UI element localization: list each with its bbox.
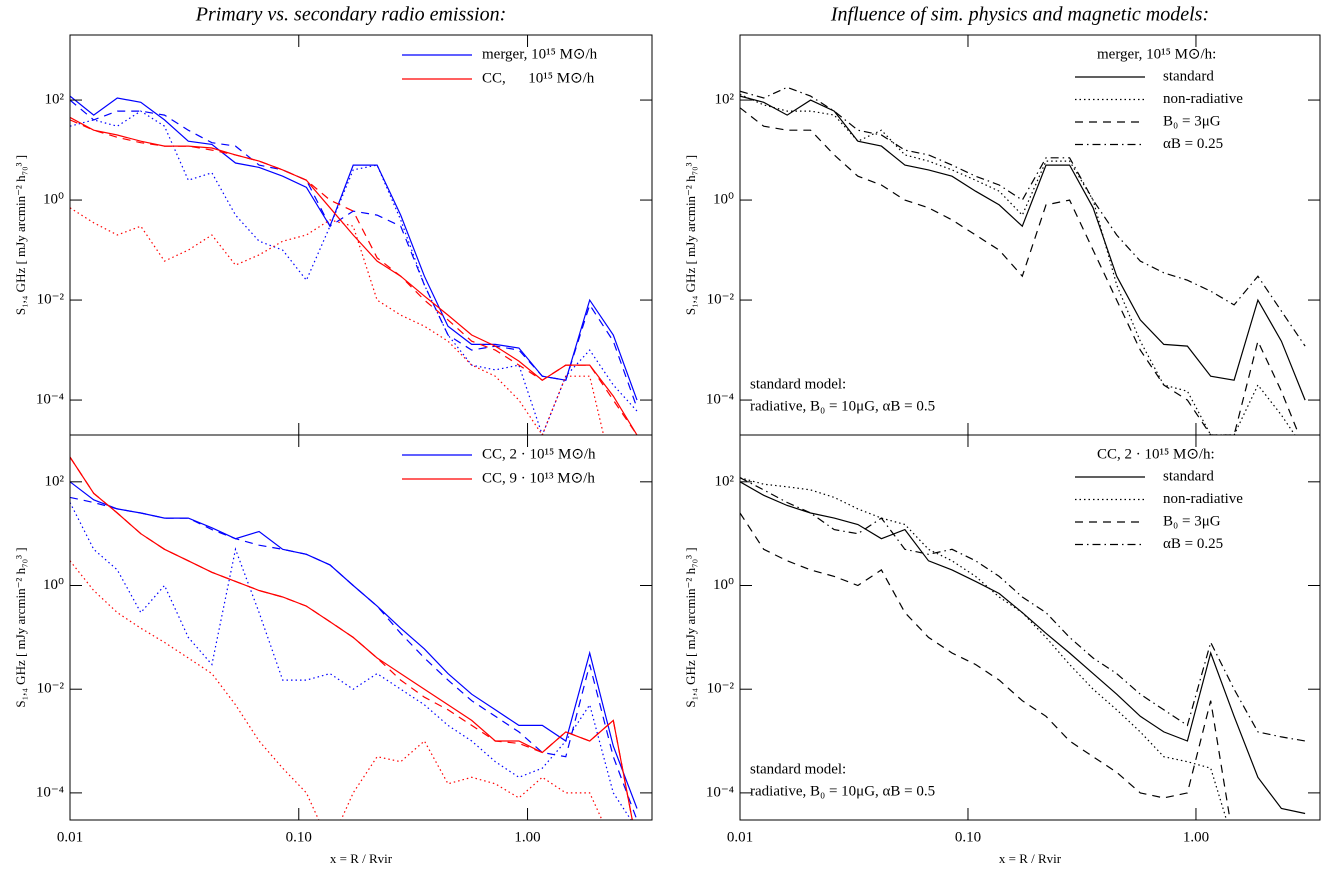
legend-title: merger, 10¹⁵ M⊙/h:	[1097, 46, 1216, 62]
x-tick-label: 1.00	[514, 829, 540, 845]
y-axis-label: S₁,₄ GHz [ mJy arcmin⁻² h₇₀³ ]	[13, 155, 28, 315]
y-tick-label: 10⁰	[713, 577, 734, 593]
legend-label: merger, 10¹⁵ M⊙/h	[482, 46, 598, 62]
legend-label: CC, 2 · 10¹⁵ M⊙/h	[482, 446, 596, 462]
data-line	[70, 110, 638, 435]
y-tick-label: 10⁻²	[707, 681, 735, 697]
data-line	[740, 95, 1306, 401]
y-tick-label: 10⁻²	[37, 681, 65, 697]
annotation: radiative, B₀ = 10μG, αB = 0.5	[750, 398, 935, 414]
y-tick-label: 10⁻⁴	[36, 391, 64, 407]
plot-area	[740, 86, 1306, 435]
data-line	[740, 477, 1228, 820]
y-axis-label: S₁,₄ GHz [ mJy arcmin⁻² h₇₀³ ]	[683, 155, 698, 315]
legend-label: αB = 0.25	[1163, 536, 1223, 552]
y-tick-label: 10²	[45, 91, 65, 107]
panel-title: Influence of sim. physics and magnetic m…	[830, 4, 1209, 26]
y-tick-label: 10⁻⁴	[706, 391, 734, 407]
data-line	[70, 560, 603, 820]
data-line	[740, 107, 1300, 435]
legend-label: αB = 0.25	[1163, 136, 1223, 152]
frame	[69, 434, 653, 821]
frame	[69, 34, 653, 436]
plot-area	[70, 456, 638, 820]
legend-label: B₀ = 3μG	[1163, 513, 1221, 529]
data-line	[70, 207, 605, 435]
data-line	[70, 456, 633, 820]
x-tick-label: 0.10	[286, 829, 312, 845]
annotation: radiative, B₀ = 10μG, αB = 0.5	[750, 783, 935, 799]
y-tick-label: 10²	[715, 91, 735, 107]
y-tick-label: 10⁻²	[707, 291, 735, 307]
y-tick-label: 10²	[45, 473, 65, 489]
x-tick-label: 0.10	[955, 829, 981, 845]
data-line	[70, 99, 638, 409]
annotation: standard model:	[750, 376, 846, 392]
data-line	[70, 119, 638, 435]
y-axis-label: S₁,₄ GHz [ mJy arcmin⁻² h₇₀³ ]	[13, 547, 28, 707]
plot-area	[740, 477, 1306, 820]
x-tick-label: 0.01	[727, 829, 753, 845]
y-tick-label: 10⁰	[43, 577, 64, 593]
legend-label: CC, 9 · 10¹³ M⊙/h	[482, 470, 595, 486]
data-line	[740, 477, 1306, 742]
x-axis-label: x = R / Rvir	[999, 851, 1062, 866]
data-line	[740, 512, 1231, 820]
legend-label: standard	[1163, 68, 1214, 84]
y-tick-label: 10⁰	[713, 191, 734, 207]
panel-title: Primary vs. secondary radio emission:	[195, 4, 507, 26]
y-tick-label: 10⁻⁴	[706, 784, 734, 800]
data-line	[70, 481, 638, 809]
legend-label: standard	[1163, 468, 1214, 484]
x-tick-label: 1.00	[1183, 829, 1209, 845]
legend-label: non-radiative	[1163, 491, 1243, 507]
y-axis-label: S₁,₄ GHz [ mJy arcmin⁻² h₇₀³ ]	[683, 547, 698, 707]
data-line	[70, 95, 638, 401]
y-tick-label: 10²	[715, 473, 735, 489]
y-tick-label: 10⁻⁴	[36, 784, 64, 800]
data-line	[70, 496, 638, 820]
legend-label: CC, 10¹⁵ M⊙/h	[482, 70, 595, 86]
plot-area	[70, 95, 638, 435]
legend-label: B₀ = 3μG	[1163, 113, 1221, 129]
annotation: standard model:	[750, 761, 846, 777]
legend-title: CC, 2 · 10¹⁵ M⊙/h:	[1097, 446, 1215, 462]
x-tick-label: 0.01	[57, 829, 83, 845]
data-line	[70, 502, 632, 820]
frame	[739, 434, 1321, 821]
y-tick-label: 10⁰	[43, 191, 64, 207]
legend-label: non-radiative	[1163, 91, 1243, 107]
y-tick-label: 10⁻²	[37, 291, 65, 307]
data-line	[70, 456, 633, 820]
x-axis-label: x = R / Rvir	[330, 851, 393, 866]
